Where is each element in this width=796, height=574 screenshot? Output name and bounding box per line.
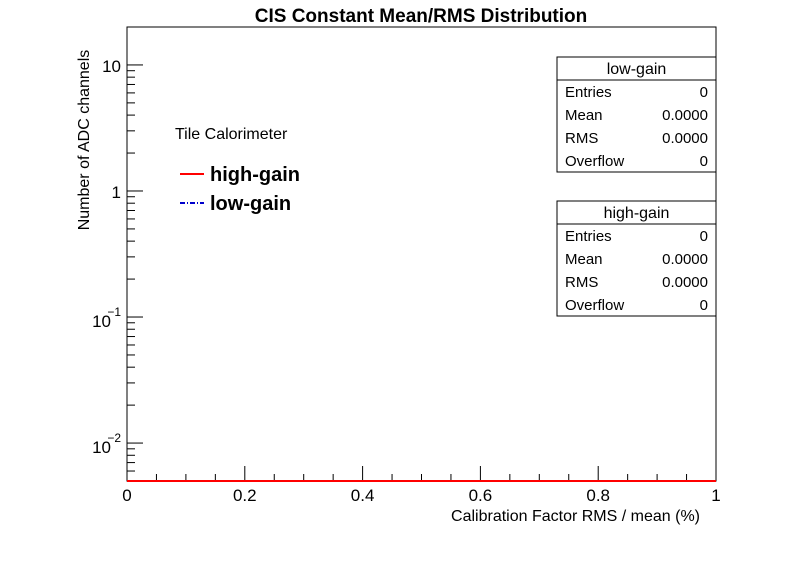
- stats-box-title: high-gain: [604, 205, 670, 222]
- x-tick-label: 0.4: [351, 486, 375, 505]
- y-tick-label: 10: [92, 438, 111, 457]
- legend-label-high-gain: high-gain: [210, 164, 300, 186]
- stats-row-label: RMS: [565, 274, 598, 291]
- stats-row-value: 0: [700, 153, 708, 170]
- x-axis-label: Calibration Factor RMS / mean (%): [451, 508, 700, 525]
- stats-row-label: Entries: [565, 84, 612, 101]
- stats-box-frame: [556, 56, 717, 173]
- stats-boxes: low-gain Entries 0 Mean 0.0000 RMS 0.0000 Overf…: [556, 56, 717, 317]
- stats-row-value: 0.0000: [662, 130, 708, 147]
- stats-row-value: 0: [700, 84, 708, 101]
- stats-box-low-gain: low-gain Entries 0 Mean 0.0000 RMS 0.0000 Overf…: [556, 56, 717, 173]
- stats-row-label: RMS: [565, 130, 598, 147]
- stats-row-value: 0: [700, 228, 708, 245]
- legend-header: Tile Calorimeter: [175, 126, 288, 143]
- stats-box-title: low-gain: [607, 61, 667, 78]
- y-axis-label: Number of ADC channels: [76, 50, 93, 231]
- x-tick-label: 1: [711, 486, 720, 505]
- stats-row-label: Entries: [565, 228, 612, 245]
- legend-label-low-gain: low-gain: [210, 193, 291, 215]
- legend: Tile Calorimeter high-gain low-gain: [175, 126, 300, 215]
- stats-row-label: Mean: [565, 251, 603, 268]
- stats-row-value: 0: [700, 297, 708, 314]
- chart-title: CIS Constant Mean/RMS Distribution: [255, 6, 588, 27]
- y-tick-label: 10: [102, 57, 121, 76]
- stats-row-label: Mean: [565, 107, 603, 124]
- x-tick-label: 0.6: [469, 486, 493, 505]
- y-tick-label: 1: [112, 183, 121, 202]
- y-tick-exponent: −2: [107, 431, 121, 445]
- x-tick-label: 0.8: [586, 486, 610, 505]
- stats-row-label: Overflow: [565, 297, 624, 314]
- x-tick-label: 0: [122, 486, 131, 505]
- y-tick-label: 10: [92, 312, 111, 331]
- x-tick-label: 0.2: [233, 486, 257, 505]
- x-axis-ticks: 0 0.2 0.4 0.6 0.8 1: [122, 466, 721, 505]
- stats-row-label: Overflow: [565, 153, 624, 170]
- stats-box-high-gain: high-gain Entries 0 Mean 0.0000 RMS 0.0000 Over…: [556, 200, 717, 317]
- stats-row-value: 0.0000: [662, 251, 708, 268]
- stats-row-value: 0.0000: [662, 274, 708, 291]
- y-tick-exponent: −1: [107, 305, 121, 319]
- stats-box-frame: [556, 200, 717, 317]
- stats-row-value: 0.0000: [662, 107, 708, 124]
